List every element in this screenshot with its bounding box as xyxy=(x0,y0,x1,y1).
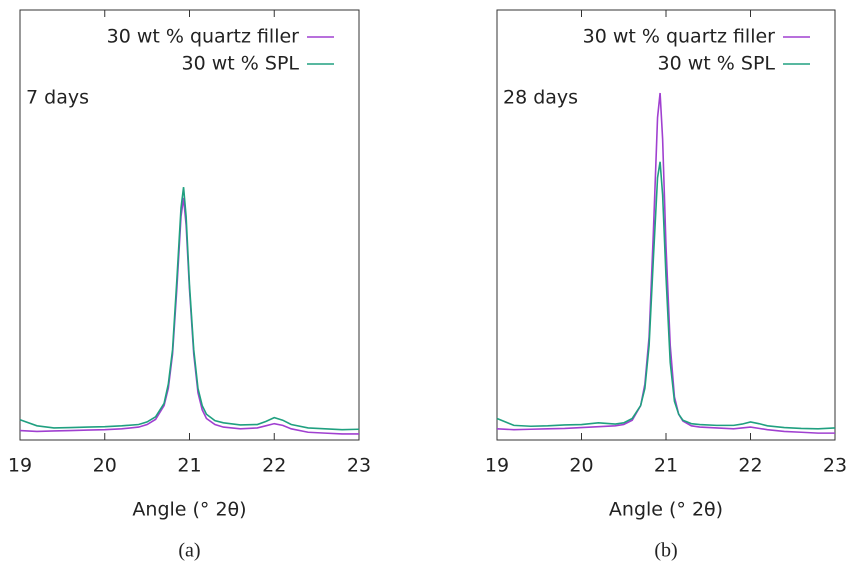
x-tick-label: 22 xyxy=(738,455,762,477)
legend-label: 30 wt % SPL xyxy=(658,53,776,75)
legend-label: 30 wt % quartz filler xyxy=(107,26,300,48)
x-tick-label: 23 xyxy=(347,455,371,477)
x-tick-label: 19 xyxy=(485,455,509,477)
data-line xyxy=(496,92,835,434)
data-line xyxy=(19,187,360,431)
x-axis-label: Angle (° 2θ) xyxy=(132,499,246,521)
data-line xyxy=(496,161,836,430)
caption: (a) xyxy=(178,540,200,562)
annotation: 7 days xyxy=(26,87,89,109)
x-tick-label: 22 xyxy=(262,455,286,477)
legend-label: 30 wt % SPL xyxy=(182,53,300,75)
x-tick-label: 21 xyxy=(177,455,201,477)
x-tick-label: 20 xyxy=(93,455,117,477)
data-line xyxy=(19,197,359,435)
x-tick-label: 19 xyxy=(8,455,32,477)
plot-frame xyxy=(19,9,360,441)
x-tick-label: 20 xyxy=(569,455,593,477)
legend-label: 30 wt % quartz filler xyxy=(583,26,776,48)
annotation: 28 days xyxy=(503,87,578,109)
x-axis-label: Angle (° 2θ) xyxy=(609,499,723,521)
caption: (b) xyxy=(654,540,677,562)
x-tick-label: 21 xyxy=(654,455,678,477)
x-tick-label: 23 xyxy=(823,455,847,477)
